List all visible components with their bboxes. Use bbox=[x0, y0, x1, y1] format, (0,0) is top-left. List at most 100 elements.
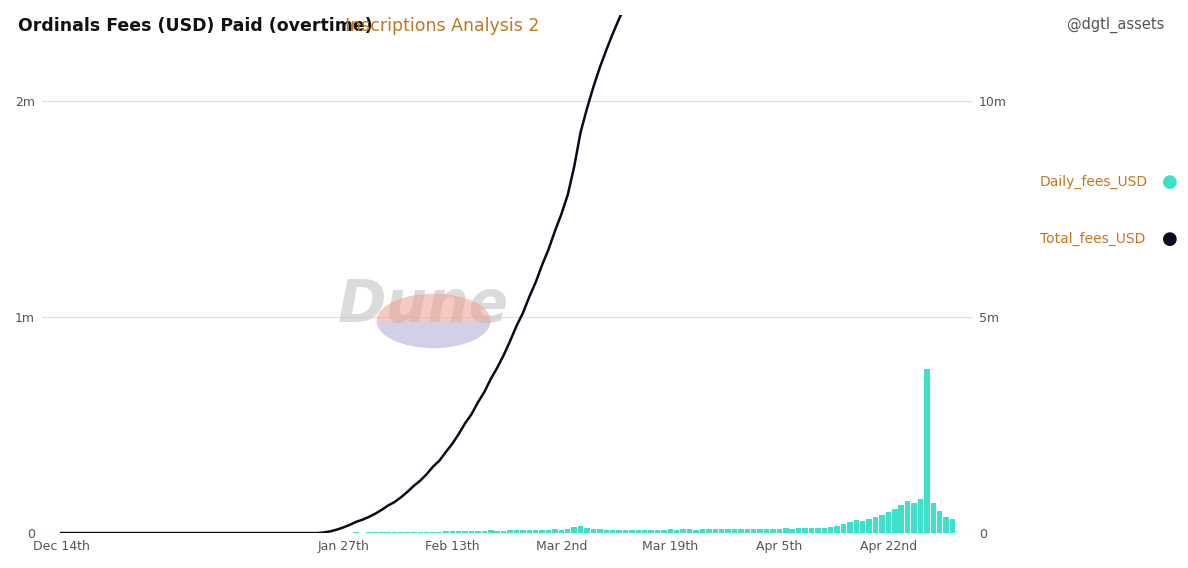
Bar bbox=[417, 532, 423, 533]
Bar bbox=[924, 369, 929, 533]
Bar bbox=[437, 532, 442, 533]
Bar bbox=[847, 522, 853, 533]
Text: Daily_fees_USD: Daily_fees_USD bbox=[1040, 175, 1148, 189]
Bar bbox=[571, 528, 577, 533]
Bar bbox=[565, 529, 570, 533]
Bar bbox=[668, 529, 674, 533]
Bar bbox=[636, 530, 642, 533]
Bar bbox=[802, 528, 808, 533]
Bar bbox=[598, 529, 602, 533]
Bar bbox=[558, 530, 564, 533]
Bar bbox=[462, 531, 468, 533]
Bar bbox=[520, 531, 525, 533]
Bar bbox=[584, 528, 589, 533]
Bar bbox=[732, 529, 738, 533]
Bar bbox=[526, 530, 532, 533]
Bar bbox=[745, 529, 750, 533]
Bar bbox=[751, 529, 757, 533]
Bar bbox=[892, 509, 897, 533]
Bar bbox=[719, 529, 725, 533]
Bar bbox=[873, 517, 878, 533]
Bar bbox=[943, 517, 949, 533]
Bar bbox=[885, 512, 891, 533]
Bar bbox=[796, 528, 802, 533]
Bar bbox=[764, 529, 770, 533]
Bar bbox=[642, 529, 647, 533]
Bar bbox=[552, 529, 557, 533]
Bar bbox=[783, 528, 789, 533]
Bar bbox=[815, 528, 821, 533]
Bar bbox=[687, 529, 693, 533]
Bar bbox=[577, 526, 583, 533]
Bar bbox=[590, 529, 596, 533]
Bar bbox=[822, 528, 827, 533]
Bar bbox=[604, 529, 609, 533]
Bar bbox=[617, 530, 621, 533]
Bar bbox=[609, 530, 615, 533]
Bar bbox=[456, 531, 461, 533]
Text: Dune: Dune bbox=[337, 277, 508, 333]
Bar bbox=[758, 529, 763, 533]
Bar bbox=[385, 532, 391, 533]
Bar bbox=[649, 530, 653, 533]
Bar bbox=[726, 529, 731, 533]
Bar bbox=[866, 519, 872, 533]
Bar bbox=[898, 505, 904, 533]
Bar bbox=[674, 530, 680, 533]
Bar bbox=[854, 520, 859, 533]
Bar bbox=[379, 532, 385, 533]
Bar bbox=[860, 521, 865, 533]
Bar bbox=[405, 532, 410, 533]
Bar bbox=[392, 532, 397, 533]
Bar bbox=[834, 526, 840, 533]
Bar bbox=[449, 532, 455, 533]
Text: Inscriptions Analysis 2: Inscriptions Analysis 2 bbox=[345, 17, 539, 35]
Bar bbox=[917, 499, 923, 533]
Bar bbox=[533, 530, 538, 533]
Bar bbox=[545, 530, 551, 533]
Bar bbox=[373, 532, 378, 533]
Bar bbox=[488, 531, 493, 533]
Bar bbox=[411, 532, 417, 533]
Bar bbox=[424, 532, 429, 533]
Bar bbox=[828, 527, 834, 533]
Bar bbox=[513, 530, 519, 533]
Bar bbox=[630, 530, 634, 533]
Bar bbox=[930, 503, 936, 533]
Bar bbox=[713, 529, 718, 533]
Bar bbox=[501, 531, 506, 533]
Bar bbox=[662, 529, 666, 533]
Bar bbox=[738, 529, 744, 533]
Bar bbox=[700, 529, 706, 533]
Bar bbox=[937, 511, 942, 533]
Bar bbox=[879, 515, 885, 533]
Bar bbox=[905, 500, 910, 533]
Bar bbox=[353, 532, 359, 533]
Bar bbox=[809, 528, 814, 533]
Bar bbox=[507, 531, 513, 533]
Bar bbox=[706, 529, 712, 533]
Text: ●: ● bbox=[1162, 229, 1177, 248]
Bar bbox=[655, 530, 661, 533]
Bar bbox=[623, 531, 628, 533]
Bar bbox=[469, 531, 474, 533]
Bar bbox=[841, 524, 846, 533]
Text: ●: ● bbox=[1162, 173, 1177, 191]
Bar bbox=[443, 531, 449, 533]
Text: Total_fees_USD: Total_fees_USD bbox=[1040, 232, 1145, 245]
Bar bbox=[770, 528, 776, 533]
Bar bbox=[539, 529, 545, 533]
Text: Ordinals Fees (USD) Paid (overtime): Ordinals Fees (USD) Paid (overtime) bbox=[18, 17, 373, 35]
Bar bbox=[790, 528, 795, 533]
Bar bbox=[481, 531, 487, 533]
Bar bbox=[475, 531, 481, 533]
Bar bbox=[430, 532, 436, 533]
Bar bbox=[949, 519, 955, 533]
Bar bbox=[694, 529, 699, 533]
Bar bbox=[911, 503, 917, 533]
Text: @dgtl_assets: @dgtl_assets bbox=[1067, 17, 1164, 34]
Bar bbox=[681, 529, 685, 533]
Bar bbox=[494, 531, 500, 533]
Bar bbox=[777, 529, 782, 533]
Bar bbox=[398, 532, 404, 533]
